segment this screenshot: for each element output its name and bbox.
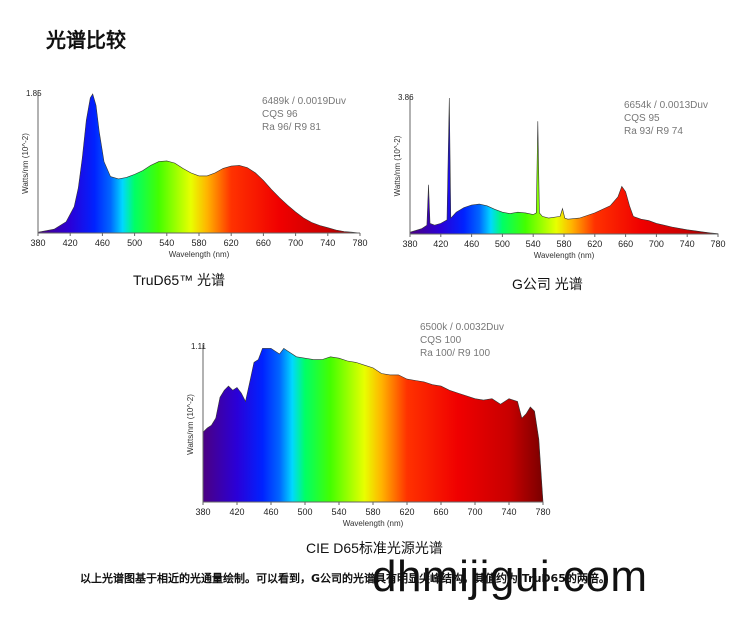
x-tick-label: 500: [495, 239, 510, 249]
x-tick-label: 540: [526, 239, 541, 249]
spectrum-note: Ra 96/ R9 81: [262, 122, 321, 133]
spectrum-note: 6654k / 0.0013Duv: [624, 100, 708, 111]
footer-note: 以上光谱图基于相近的光通量绘制。可以看到，G公司的光谱具有明显尖峰结构，其值约为…: [80, 572, 610, 585]
x-tick-label: 580: [365, 507, 380, 517]
g-company-spectrum-chart: 380 420 460 500 540 580 620 660 700 740 780 3.86 Wat…: [0, 0, 750, 300]
spectrum-note: CQS 96: [262, 109, 298, 120]
x-tick-label: 420: [63, 238, 78, 248]
g-company-spectrum-svg: 380 420 460 500 540 580 620 660 700 740 780 3.86 Wat…: [393, 93, 726, 260]
spectrum-note: Ra 93/ R9 74: [624, 126, 683, 137]
x-tick-label: 420: [229, 507, 244, 517]
x-tick-label: 700: [467, 507, 482, 517]
cie-d65-spectrum-chart: 380 420 460 500 540 580 620 660 700 740 780 1.11 Wat…: [186, 322, 551, 528]
spectrum-area: [409, 97, 719, 235]
x-axis-title: Wavelength (nm): [343, 519, 404, 528]
y-max-label: 1.85: [26, 89, 42, 98]
page-title: 光谱比较: [46, 28, 126, 52]
x-axis-title: Wavelength (nm): [534, 251, 595, 260]
x-tick-label: 580: [556, 239, 571, 249]
x-tick-label: 700: [288, 238, 303, 248]
x-tick-label: 780: [710, 239, 725, 249]
trud65-caption: TruD65™ 光谱: [133, 272, 226, 288]
x-tick-label: 580: [191, 238, 206, 248]
x-tick-label: 780: [535, 507, 550, 517]
x-tick-label: 780: [352, 238, 367, 248]
x-tick-label: 620: [587, 239, 602, 249]
x-tick-label: 660: [256, 238, 271, 248]
spectrum-note: CQS 100: [420, 335, 462, 346]
trud65-spectrum-svg: 380 420 460 500 540 580 620 660 700 740 780 1.85 Wat…: [21, 89, 368, 259]
y-axis-title: Watts/nm (10^-2): [393, 135, 402, 196]
watermark: dhmijigui.com: [372, 552, 648, 601]
x-tick-label: 380: [195, 507, 210, 517]
trud65-spectrum-chart: 380 420 460 500 540 580 620 660 700 740 780 1.85 Wat…: [0, 0, 750, 300]
x-tick-label: 740: [680, 239, 695, 249]
y-max-label: 3.86: [398, 93, 414, 102]
cie-d65-caption: CIE D65标准光源光谱: [306, 540, 443, 556]
x-tick-label: 460: [263, 507, 278, 517]
x-tick-label: 540: [159, 238, 174, 248]
spectrum-note: Ra 100/ R9 100: [420, 348, 490, 359]
x-axis-title: Wavelength (nm): [169, 250, 230, 259]
y-axis-title: Watts/nm (10^-2): [21, 133, 30, 194]
x-tick-label: 700: [649, 239, 664, 249]
spectrum-area: [202, 347, 544, 503]
x-tick-label: 740: [501, 507, 516, 517]
spectrum-note: 6500k / 0.0032Duv: [420, 322, 504, 333]
y-max-label: 1.11: [191, 342, 207, 351]
spectrum-note: CQS 95: [624, 113, 660, 124]
x-tick-label: 500: [297, 507, 312, 517]
x-tick-label: 660: [433, 507, 448, 517]
x-tick-label: 500: [127, 238, 142, 248]
x-tick-label: 620: [224, 238, 239, 248]
g-company-caption: G公司 光谱: [512, 276, 583, 292]
x-tick-label: 660: [618, 239, 633, 249]
x-tick-label: 460: [464, 239, 479, 249]
y-axis-title: Watts/nm (10^-2): [186, 394, 195, 455]
x-tick-label: 620: [399, 507, 414, 517]
x-tick-label: 380: [30, 238, 45, 248]
x-tick-label: 540: [331, 507, 346, 517]
x-tick-label: 420: [433, 239, 448, 249]
cie-d65-spectrum-svg: 380 420 460 500 540 580 620 660 700 740 780 1.11 Wat…: [186, 322, 551, 528]
x-tick-label: 740: [320, 238, 335, 248]
x-tick-label: 460: [95, 238, 110, 248]
x-tick-label: 380: [402, 239, 417, 249]
spectrum-area: [37, 93, 361, 234]
spectrum-note: 6489k / 0.0019Duv: [262, 96, 346, 107]
